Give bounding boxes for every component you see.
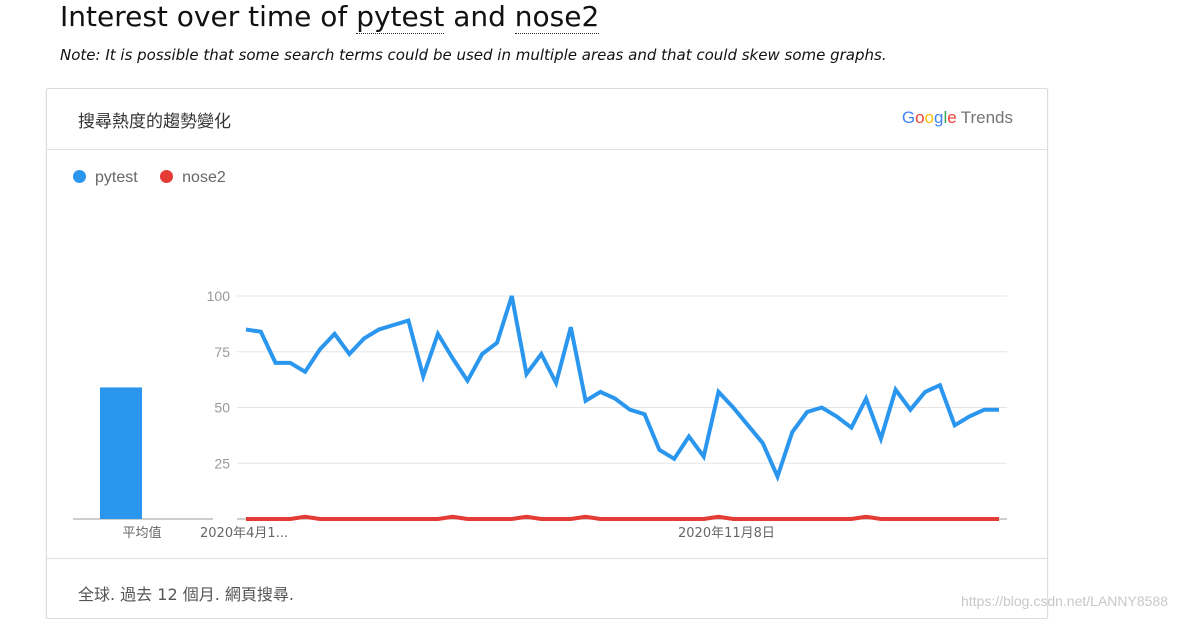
title-join: and	[444, 0, 515, 33]
trends-card: 搜尋熱度的趨勢變化 Google Trends pytest nose2 25 50…	[46, 88, 1048, 619]
page-title: Interest over time of pytest and nose2	[60, 0, 600, 34]
note-text: Note: It is possible that some search te…	[60, 46, 887, 64]
card-footer: 全球. 過去 12 個月. 網頁搜尋.	[47, 558, 1047, 619]
series-line-pytest	[245, 295, 999, 483]
y-tick-label-75: 75	[214, 344, 230, 360]
legend-item-nose2[interactable]: nose2	[160, 169, 226, 187]
x-tick-label-0: 2020年4月1...	[200, 526, 288, 541]
term-nose2-link[interactable]: nose2	[514, 0, 600, 34]
term-pytest-link[interactable]: pytest	[356, 0, 445, 34]
title-prefix: Interest over time of	[60, 0, 357, 33]
legend-dot-pytest	[73, 170, 86, 183]
trend-chart: 25 50 75 100 平均值 2020年4月1... 2020年11月8日	[73, 288, 1007, 541]
chart-legend: pytest nose2	[73, 169, 244, 187]
x-tick-label-1: 2020年11月8日	[678, 526, 775, 541]
series-line-nose2	[246, 514, 999, 521]
card-header: 搜尋熱度的趨勢變化 Google Trends	[47, 89, 1047, 150]
y-tick-label-25: 25	[214, 455, 230, 471]
legend-label-pytest: pytest	[95, 169, 138, 186]
legend-dot-nose2	[160, 170, 174, 183]
footer-text: 全球. 過去 12 個月. 網頁搜尋.	[78, 585, 294, 604]
watermark: https://blog.csdn.net/LANNY8588	[960, 593, 1168, 609]
legend-item-pytest[interactable]: pytest	[73, 169, 138, 187]
y-tick-label-100: 100	[207, 288, 231, 304]
average-label: 平均值	[122, 525, 161, 541]
card-title: 搜尋熱度的趨勢變化	[78, 112, 231, 132]
average-bar-pytest	[100, 387, 142, 519]
y-tick-label-50: 50	[214, 400, 230, 416]
legend-label-nose2: nose2	[182, 169, 226, 186]
google-trends-logo[interactable]: Google Trends	[901, 108, 1013, 127]
